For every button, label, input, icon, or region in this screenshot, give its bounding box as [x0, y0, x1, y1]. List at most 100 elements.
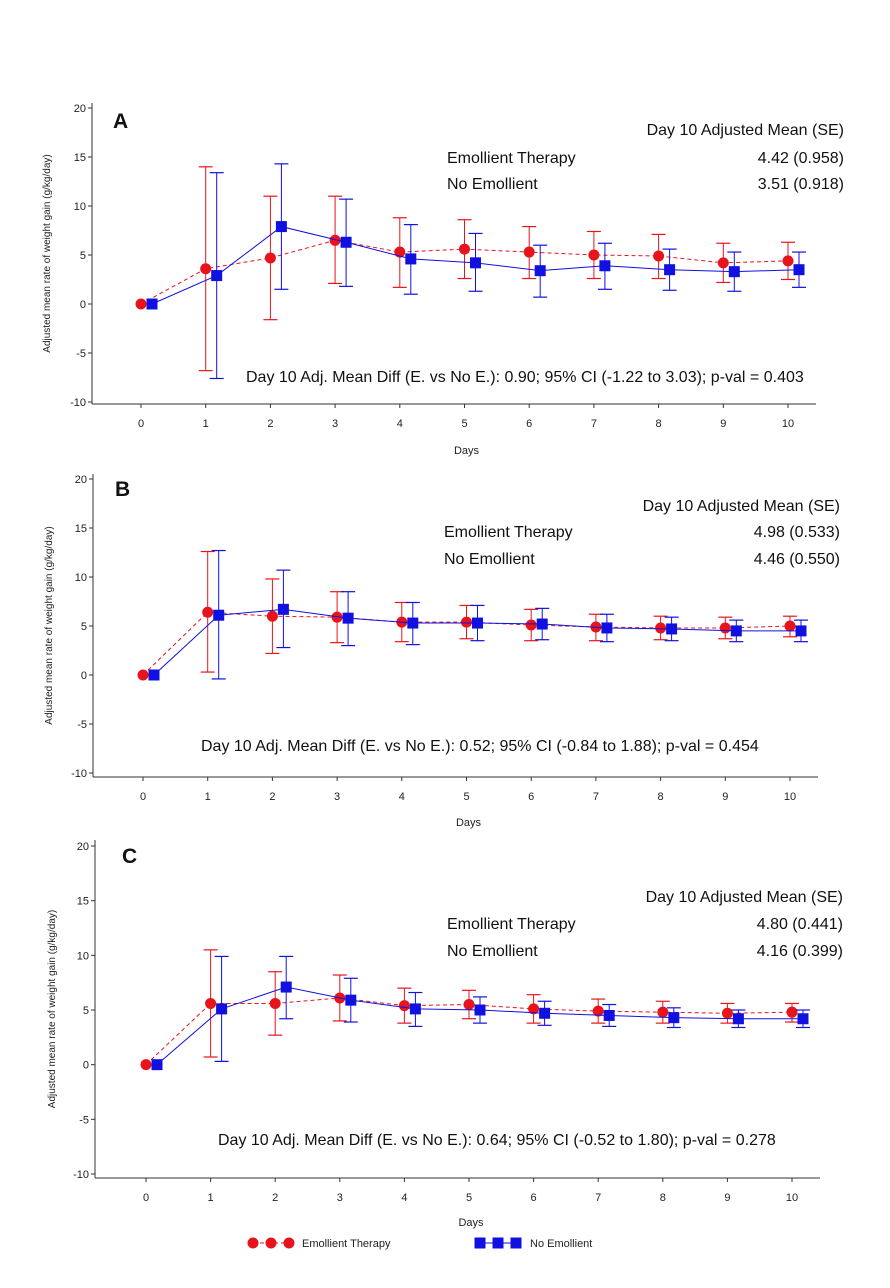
legend-marker	[510, 1237, 522, 1249]
legend-marker	[474, 1237, 486, 1249]
data-point	[140, 1059, 152, 1071]
data-point	[523, 246, 535, 258]
x-tick-label: 9	[720, 418, 726, 430]
series-no-emollient	[148, 549, 808, 681]
x-tick-label: 6	[531, 1192, 537, 1204]
x-tick-label: 0	[143, 1192, 149, 1204]
data-point	[592, 1005, 604, 1017]
series-emollient-therapy	[135, 166, 795, 372]
stats-row-value: 4.98 (0.533)	[754, 524, 840, 541]
legend-marker	[492, 1237, 504, 1249]
x-tick-label: 7	[591, 418, 597, 430]
y-tick-label: 10	[75, 572, 87, 584]
data-point	[277, 603, 289, 615]
data-point	[655, 622, 667, 634]
y-tick-label: 5	[80, 250, 86, 262]
data-point	[405, 253, 417, 265]
data-point	[719, 622, 731, 634]
y-tick-label: 15	[74, 152, 86, 164]
data-point	[213, 609, 225, 621]
y-tick-label: -5	[77, 719, 87, 731]
y-tick-label: 0	[83, 1060, 89, 1072]
data-point	[717, 257, 729, 269]
y-tick-label: -10	[73, 1169, 89, 1181]
series-no-emollient	[151, 955, 810, 1071]
x-tick-label: 8	[660, 1192, 666, 1204]
data-point	[266, 610, 278, 622]
mean-diff-text: Day 10 Adj. Mean Diff (E. vs No E.): 0.6…	[218, 1132, 776, 1149]
data-point	[409, 1003, 421, 1015]
data-point	[342, 612, 354, 624]
data-point	[653, 250, 665, 262]
data-point	[588, 249, 600, 261]
stats-row-value: 4.42 (0.958)	[758, 150, 844, 167]
mean-diff-text: Day 10 Adj. Mean Diff (E. vs No E.): 0.5…	[201, 738, 759, 755]
panel-letter: A	[113, 110, 128, 133]
data-point	[200, 263, 212, 275]
legend-label: No Emollient	[530, 1238, 592, 1250]
x-tick-label: 5	[463, 791, 469, 803]
x-tick-label: 4	[397, 418, 403, 430]
y-tick-label: -5	[76, 348, 86, 360]
series-line	[145, 997, 793, 1066]
y-tick-label: 20	[74, 103, 86, 115]
data-point	[148, 669, 160, 681]
y-tick-label: 20	[75, 474, 87, 486]
x-tick-label: 4	[401, 1192, 407, 1204]
x-tick-label: 8	[656, 418, 662, 430]
series-emollient-therapy	[137, 550, 797, 681]
data-point	[793, 264, 805, 276]
x-tick-label: 3	[334, 791, 340, 803]
data-point	[407, 617, 419, 629]
y-axis-label: Adjusted mean rate of weight gain (g/kg/…	[47, 910, 58, 1108]
x-tick-label: 8	[658, 791, 664, 803]
x-tick-label: 9	[722, 791, 728, 803]
data-point	[459, 243, 470, 255]
stats-header: Day 10 Adjusted Mean (SE)	[643, 498, 840, 515]
data-point	[728, 266, 740, 278]
data-point	[211, 270, 223, 282]
x-tick-label: 6	[526, 418, 532, 430]
legend-marker	[247, 1237, 259, 1249]
data-point	[601, 622, 613, 634]
stats-row-value: 4.16 (0.399)	[757, 943, 843, 960]
x-tick-label: 3	[332, 418, 338, 430]
panel-a: -10 -5 0 5 10 15 20 0 1 2 3 4 5 6 7 8 9 10 Days Adjusted me…	[42, 103, 844, 457]
x-tick-label: 9	[724, 1192, 730, 1204]
x-tick-label: 10	[786, 1192, 798, 1204]
data-point	[525, 619, 537, 631]
data-point	[463, 999, 475, 1011]
y-tick-label: 20	[77, 841, 89, 853]
legend: Emollient Therapy No Emollient	[247, 1237, 592, 1250]
stats-header: Day 10 Adjusted Mean (SE)	[647, 122, 844, 139]
legend-marker	[265, 1237, 277, 1249]
y-tick-label: -5	[79, 1114, 89, 1126]
data-point	[216, 1003, 228, 1015]
y-tick-label: 15	[75, 523, 87, 535]
stats-header: Day 10 Adjusted Mean (SE)	[646, 889, 843, 906]
x-tick-label: 7	[595, 1192, 601, 1204]
data-point	[782, 255, 794, 267]
data-point	[534, 265, 546, 277]
x-tick-label: 10	[782, 418, 794, 430]
y-tick-label: 10	[77, 950, 89, 962]
mean-diff-text: Day 10 Adj. Mean Diff (E. vs No E.): 0.9…	[246, 369, 804, 386]
x-axis-label: Days	[458, 1217, 484, 1229]
y-tick-label: -10	[71, 768, 87, 780]
x-tick-label: 1	[205, 791, 211, 803]
data-point	[657, 1006, 669, 1018]
stats-row-label: No Emollient	[444, 551, 535, 568]
data-point	[202, 606, 214, 618]
stats-row-label: Emollient Therapy	[444, 524, 573, 541]
legend-item-no-emollient: No Emollient	[474, 1237, 592, 1250]
x-axis-label: Days	[456, 817, 482, 829]
legend-item-emollient-therapy: Emollient Therapy	[247, 1237, 391, 1250]
data-point	[668, 1012, 680, 1024]
stats-row-value: 4.46 (0.550)	[754, 551, 840, 568]
y-tick-label: 0	[80, 299, 86, 311]
x-tick-label: 1	[203, 418, 209, 430]
data-point	[269, 997, 281, 1009]
x-tick-label: 3	[337, 1192, 343, 1204]
y-axis-label: Adjusted mean rate of weight gain (g/kg/…	[42, 154, 53, 352]
